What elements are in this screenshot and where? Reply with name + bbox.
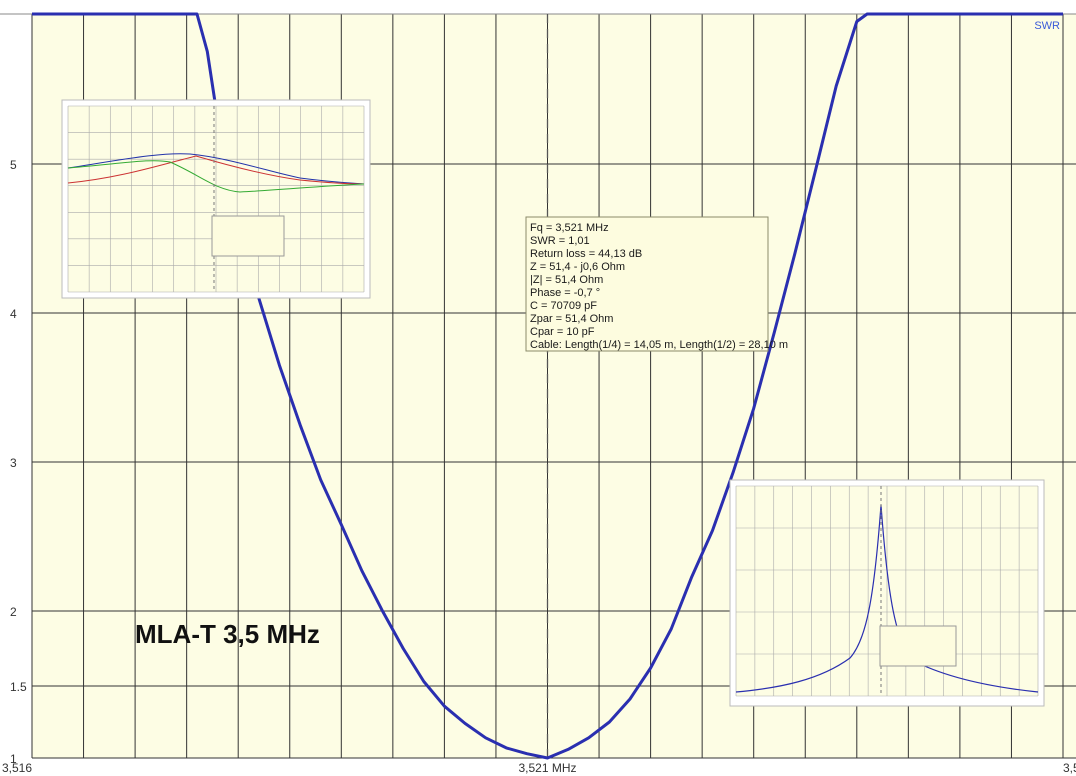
y-tick-label: 5 [10,158,17,172]
marker-info-line: Return loss = 44,13 dB [530,248,642,260]
y-tick-label: 1 [10,752,17,766]
marker-info-line: Fq = 3,521 MHz [530,222,609,234]
y-tick-label: 3 [10,456,17,470]
x-tick-label: 3,516 [2,761,32,775]
inset-resonance-plot [729,479,1045,707]
x-axis-ticks: 3,516 3,521 MHz 3,526 [2,761,1076,775]
marker-info-line: Cable: Length(1/4) = 14,05 m, Length(1/2… [530,339,788,351]
y-tick-label: 1.5 [10,680,27,694]
y-tick-label: 2 [10,605,17,619]
y-axis-ticks: 1 1.5 2 3 4 5 [10,158,27,766]
x-tick-label: 3,526 [1063,761,1076,775]
marker-info-line: |Z| = 51,4 Ohm [530,274,603,286]
marker-info-line: Z = 51,4 - j0,6 Ohm [530,261,625,273]
series-label-swr: SWR [1034,20,1060,32]
inset-impedance-plot [61,99,371,299]
swr-curve [32,12,1063,760]
marker-info-line: C = 70709 pF [530,300,597,312]
marker-info-line: Zpar = 51,4 Ohm [530,313,613,325]
marker-info-line: Phase = -0,7 ° [530,287,600,299]
marker-info-line: SWR = 1,01 [530,235,590,247]
marker-info-line: Cpar = 10 pF [530,326,595,338]
chart-title: MLA-T 3,5 MHz [135,619,320,649]
y-tick-label: 4 [10,307,17,321]
x-tick-label: 3,521 MHz [518,761,576,775]
